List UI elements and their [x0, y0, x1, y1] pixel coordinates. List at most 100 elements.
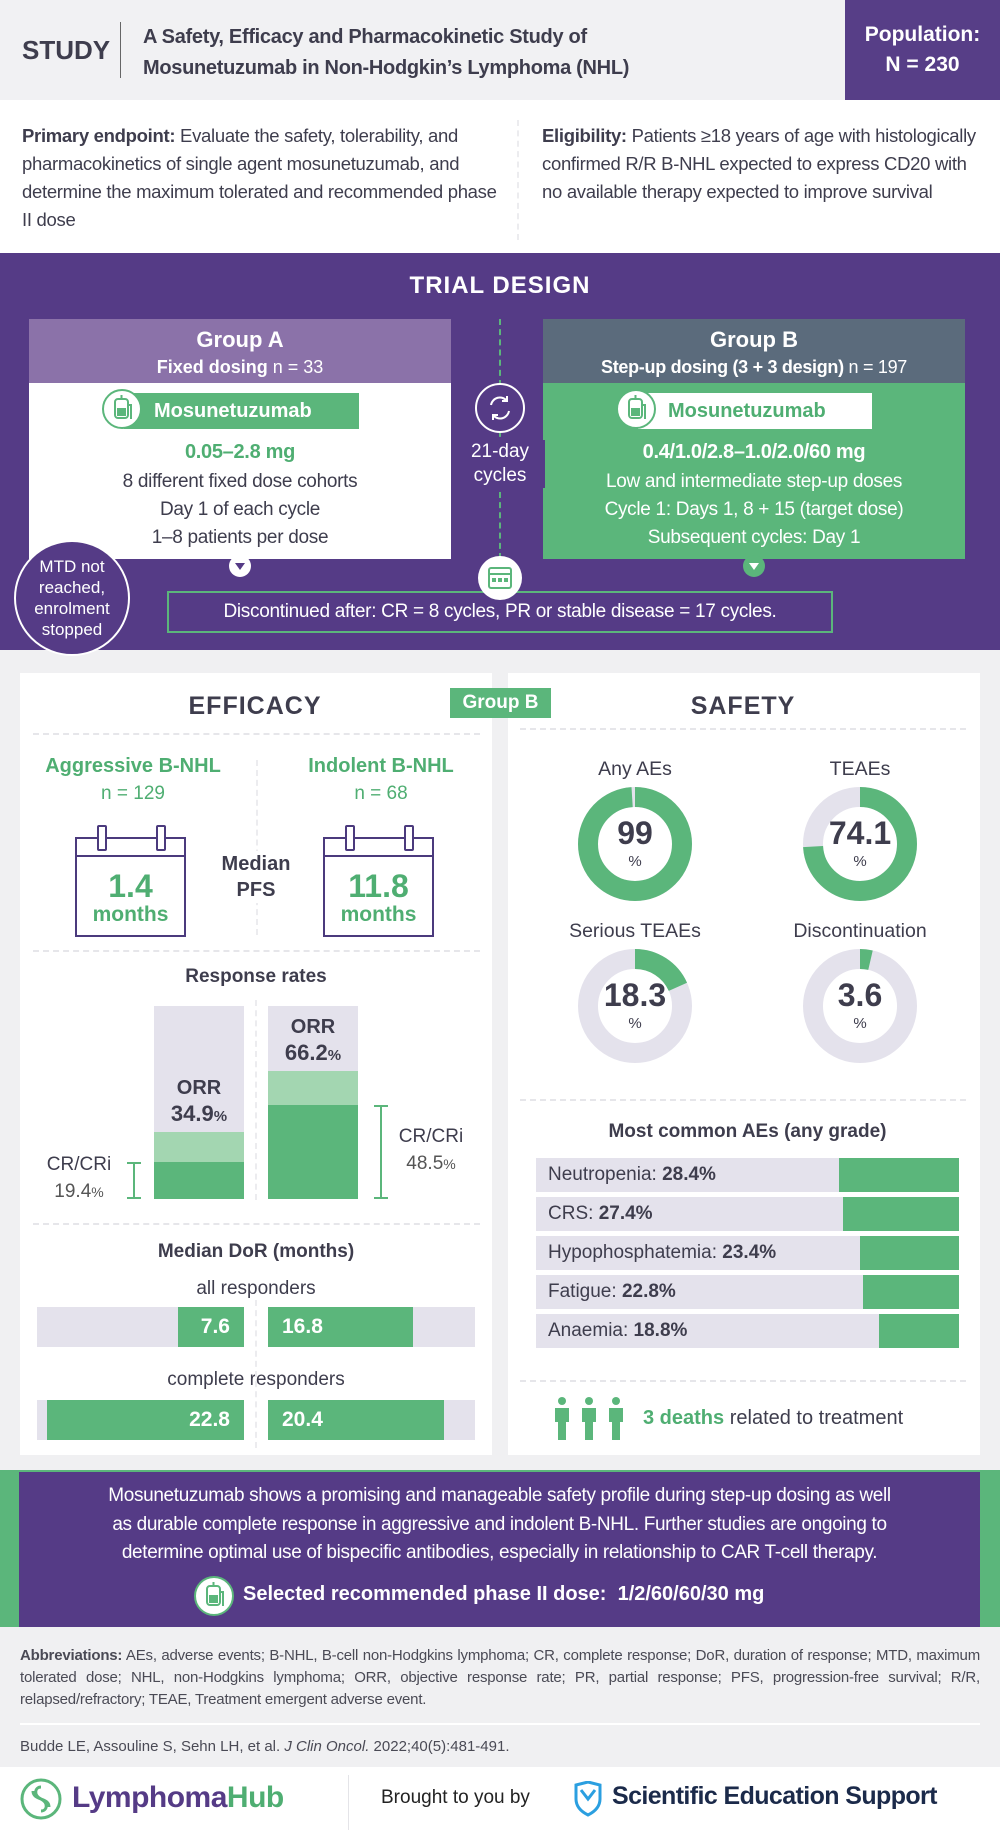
cr-value: 19.4%: [54, 1181, 104, 1203]
cr-bracket-cap: [127, 1197, 141, 1199]
donut-chart: [803, 949, 917, 1063]
citation-journal: J Clin Oncol.: [284, 1738, 370, 1755]
dor-bar: [178, 1307, 244, 1347]
ae-bar: [860, 1236, 959, 1270]
ae-row: Neutropenia: 28.4%: [536, 1158, 959, 1192]
conclusion-text: Mosunetuzumab shows a promising and mana…: [19, 1482, 980, 1568]
group-a-line: 1–8 patients per dose: [151, 527, 329, 548]
group-b-header: Group B Step-up dosing (3 + 3 design) n …: [543, 319, 965, 383]
citation: Budde LE, Assouline S, Sehn LH, et al. J…: [20, 1738, 509, 1755]
cr-bracket-cap: [374, 1105, 388, 1108]
donut-slice: [803, 787, 917, 901]
deaths-text: related to treatment: [724, 1407, 904, 1429]
recommended-dose: Selected recommended phase II dose: 1/2/…: [243, 1583, 765, 1605]
endpoint-divider: [517, 120, 519, 240]
ae-bar: [843, 1197, 959, 1231]
footer-divider: [348, 1775, 349, 1830]
study-title-line: Mosunetuzumab in Non-Hodgkin’s Lymphoma …: [143, 57, 630, 79]
donut-value: 18.3: [603, 977, 667, 1013]
iv-bag-icon: [194, 1576, 234, 1616]
mtd-line: reached,: [38, 578, 106, 597]
donut-unit: %: [628, 853, 642, 870]
trial-design-title: TRIAL DESIGN: [409, 272, 591, 299]
divider: [33, 950, 480, 952]
abbreviations-label: Abbreviations:: [20, 1647, 123, 1664]
indolent-n: n = 68: [354, 783, 408, 804]
group-b-n: n = 197: [843, 357, 908, 377]
cr-value: 48.5%: [406, 1153, 456, 1175]
logo-part: Lymphoma: [72, 1781, 227, 1814]
donut-value: 99: [617, 815, 653, 851]
ae-label: Anaemia: 18.8%: [548, 1320, 688, 1341]
pfs-unit: months: [92, 903, 169, 926]
donut-label: Any AEs: [598, 758, 672, 780]
orr-label: ORR: [290, 1016, 336, 1039]
deaths-note: 3 deaths related to treatment: [643, 1407, 903, 1430]
citation-authors: Budde LE, Assouline S, Sehn LH, et al.: [20, 1738, 285, 1755]
cycle-line: 21-day: [470, 441, 530, 462]
dor-value: 20.4: [282, 1408, 323, 1431]
primary-endpoint-label: Primary endpoint:: [22, 125, 176, 146]
ae-row: Hypophosphatemia: 23.4%: [536, 1236, 959, 1270]
ae-label: CRS: 27.4%: [548, 1203, 653, 1224]
donut-value: 3.6: [837, 977, 883, 1013]
orr-value: 34.9%: [170, 1100, 228, 1126]
chevron-down-icon: [229, 555, 251, 577]
study-title-line: A Safety, Efficacy and Pharmacokinetic S…: [143, 26, 587, 48]
donut-chart: [578, 787, 692, 901]
cr-bracket: [133, 1161, 135, 1199]
aggressive-label: Aggressive B-NHL: [45, 755, 221, 777]
dor-title: Median DoR (months): [157, 1241, 355, 1262]
group-b-drug-pill: Mosunetuzumab: [616, 389, 872, 429]
shield-icon: [574, 1780, 602, 1822]
dor-all-label: all responders: [196, 1278, 316, 1299]
donut-label: Serious TEAEs: [569, 920, 701, 942]
divider: [520, 1380, 966, 1382]
eligibility: Eligibility: Patients ≥18 years of age w…: [542, 122, 982, 206]
cr-bracket-cap: [374, 1197, 388, 1199]
dor-value: 22.8: [189, 1408, 230, 1431]
eligibility-label: Eligibility:: [542, 125, 627, 146]
pfs-value: 11.8: [348, 868, 409, 904]
donut-label: Discontinuation: [793, 920, 927, 942]
ae-bar: [879, 1314, 959, 1348]
deaths-count: 3 deaths: [643, 1407, 725, 1429]
calendar-icon: [478, 556, 522, 600]
donut-unit: %: [853, 853, 867, 870]
donut-value: 74.1: [828, 815, 892, 851]
donut-slice: [578, 787, 692, 901]
divider: [520, 1099, 966, 1101]
study-label: STUDY: [22, 35, 111, 65]
mtd-line: stopped: [41, 620, 103, 639]
footer-divider: [20, 1723, 980, 1725]
conclusion-line: determine optimal use of bispecific anti…: [121, 1542, 878, 1563]
cr-label: CR/CRi: [36, 1154, 122, 1177]
group-b-name: Group B: [710, 327, 798, 352]
dor-bar: [47, 1400, 244, 1440]
donut-label: TEAEs: [829, 758, 891, 780]
group-b-drug-name: Mosunetuzumab: [668, 400, 826, 422]
footer-logos: [0, 1767, 1000, 1836]
ae-bar: [862, 1275, 959, 1309]
population-label: Population:: [864, 23, 981, 46]
divider: [256, 760, 258, 935]
divider: [33, 1223, 480, 1225]
response-rates-title: Response rates: [185, 966, 327, 987]
citation-details: 2022;40(5):481-491.: [369, 1738, 510, 1755]
ae-label: Fatigue: 22.8%: [548, 1281, 676, 1302]
group-a-header: Group A Fixed dosing n = 33: [29, 319, 451, 383]
lymphomahub-logo-icon: [19, 1777, 63, 1826]
efficacy-title: EFFICACY: [188, 692, 322, 720]
ae-label: Neutropenia: 28.4%: [548, 1164, 716, 1185]
indolent-label: Indolent B-NHL: [308, 755, 454, 777]
group-a-drug-pill: Mosunetuzumab: [102, 389, 359, 429]
iv-bag-icon: [102, 389, 142, 429]
divider: [33, 733, 480, 735]
aggressive-n: n = 129: [101, 783, 165, 804]
donut-slice: [803, 949, 917, 1063]
ae-row: Fatigue: 22.8%: [536, 1275, 959, 1309]
conclusion-line: as durable complete response in aggressi…: [112, 1513, 887, 1535]
donut-unit: %: [853, 1015, 867, 1032]
safety-title: SAFETY: [690, 692, 796, 720]
cr-bar: [154, 1161, 244, 1199]
